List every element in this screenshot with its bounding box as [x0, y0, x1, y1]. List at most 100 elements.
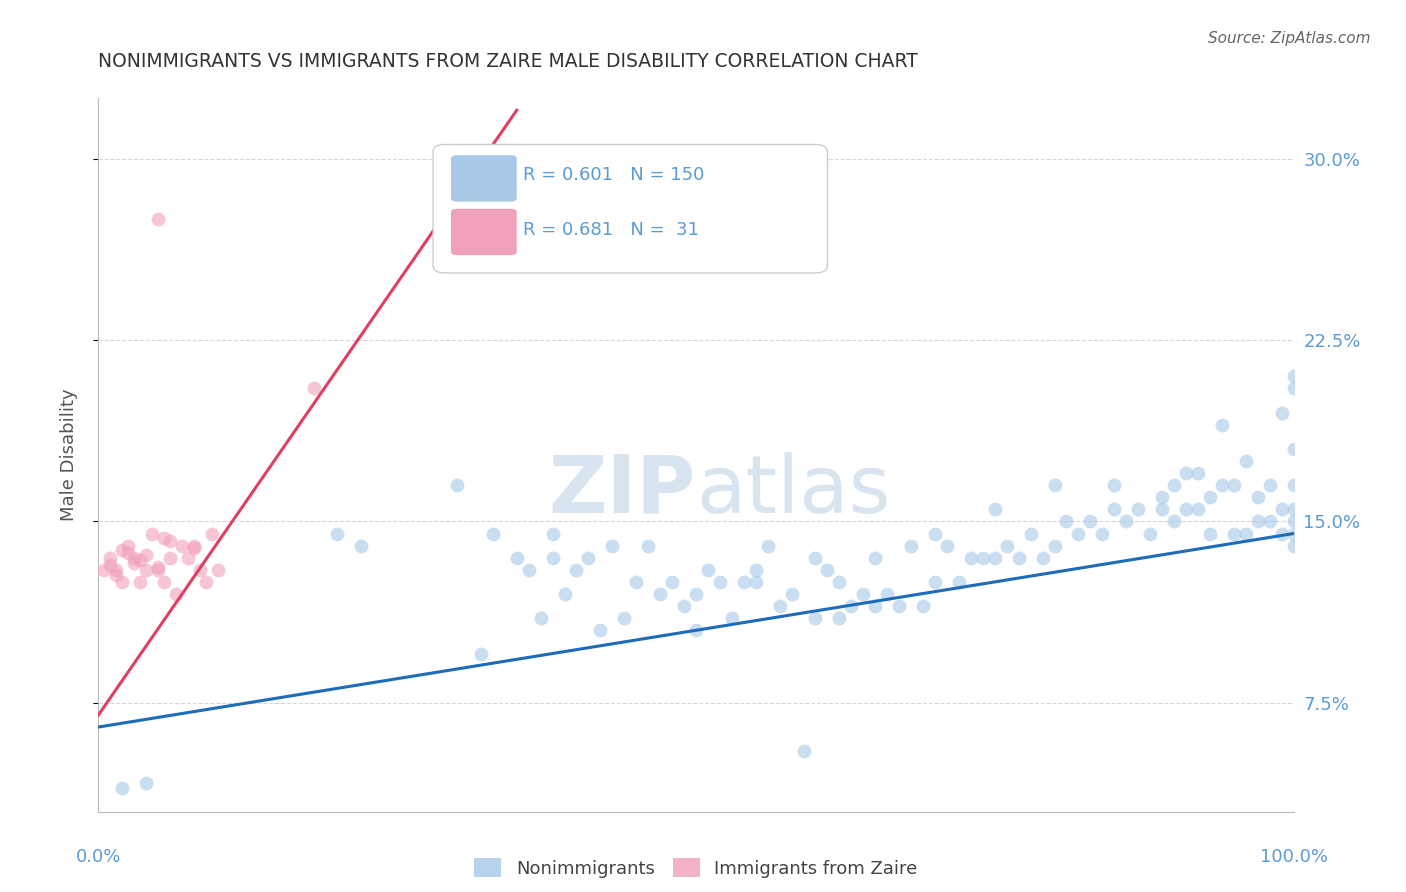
Point — [1150, 502, 1173, 516]
Point — [554, 587, 576, 601]
FancyBboxPatch shape — [433, 145, 827, 273]
Point — [863, 599, 887, 613]
Point — [117, 546, 139, 560]
Point — [1032, 550, 1054, 565]
Point — [1282, 369, 1305, 384]
Point — [602, 539, 624, 553]
Point — [1128, 502, 1150, 516]
Point — [876, 587, 898, 601]
Point — [1080, 515, 1102, 529]
Point — [111, 574, 134, 589]
FancyBboxPatch shape — [451, 155, 517, 202]
Point — [637, 539, 659, 553]
Point — [1007, 550, 1029, 565]
Point — [948, 574, 970, 589]
Point — [1234, 526, 1257, 541]
Point — [626, 574, 648, 589]
Point — [1163, 478, 1185, 492]
Point — [1282, 381, 1305, 395]
Point — [1282, 539, 1305, 553]
Point — [1175, 466, 1198, 480]
Point — [984, 502, 1007, 516]
Point — [589, 624, 612, 638]
Point — [541, 550, 564, 565]
Point — [828, 611, 851, 625]
Point — [1282, 502, 1305, 516]
Point — [924, 574, 946, 589]
Point — [1211, 417, 1233, 432]
Point — [159, 550, 181, 565]
Point — [529, 611, 551, 625]
Point — [673, 599, 696, 613]
Point — [1211, 478, 1233, 492]
Point — [1043, 478, 1066, 492]
Point — [1091, 526, 1114, 541]
Point — [1271, 406, 1294, 420]
Point — [852, 587, 875, 601]
Text: ZIP: ZIP — [548, 451, 696, 530]
Point — [541, 526, 564, 541]
Point — [1198, 526, 1220, 541]
Point — [141, 526, 163, 541]
Point — [576, 550, 599, 565]
Point — [815, 563, 838, 577]
Point — [350, 539, 373, 553]
Point — [1187, 502, 1209, 516]
Point — [470, 648, 492, 662]
Point — [105, 563, 128, 577]
Point — [302, 381, 325, 395]
Point — [1258, 515, 1281, 529]
Point — [1282, 442, 1305, 456]
Text: R = 0.681   N =  31: R = 0.681 N = 31 — [523, 221, 699, 239]
Point — [326, 526, 349, 541]
Point — [661, 574, 683, 589]
Point — [1282, 515, 1305, 529]
Point — [1043, 539, 1066, 553]
Point — [924, 526, 946, 541]
Point — [1234, 454, 1257, 468]
Point — [135, 563, 157, 577]
Point — [1222, 478, 1246, 492]
Point — [105, 567, 128, 582]
Point — [446, 478, 468, 492]
Text: atlas: atlas — [696, 451, 890, 530]
Point — [153, 532, 176, 546]
Legend: Nonimmigrants, Immigrants from Zaire: Nonimmigrants, Immigrants from Zaire — [467, 851, 925, 885]
Point — [936, 539, 959, 553]
Point — [148, 563, 170, 577]
Point — [565, 563, 588, 577]
Point — [124, 556, 146, 570]
Point — [1246, 515, 1268, 529]
Point — [733, 574, 755, 589]
Point — [685, 624, 707, 638]
FancyBboxPatch shape — [451, 209, 517, 255]
Point — [780, 587, 803, 601]
Point — [745, 563, 768, 577]
Point — [172, 539, 194, 553]
Point — [1019, 526, 1042, 541]
Point — [685, 587, 707, 601]
Text: R = 0.601   N = 150: R = 0.601 N = 150 — [523, 166, 704, 184]
Point — [720, 611, 742, 625]
Point — [804, 550, 827, 565]
Point — [911, 599, 934, 613]
Point — [959, 550, 981, 565]
Point — [1271, 502, 1294, 516]
Y-axis label: Male Disability: Male Disability — [59, 389, 77, 521]
Point — [1054, 515, 1078, 529]
Point — [1187, 466, 1209, 480]
Point — [148, 560, 170, 574]
Point — [804, 611, 827, 625]
Point — [841, 599, 863, 613]
Point — [98, 558, 122, 572]
Point — [188, 563, 211, 577]
Point — [768, 599, 790, 613]
Point — [165, 587, 187, 601]
Point — [1139, 526, 1161, 541]
Text: 100.0%: 100.0% — [1260, 848, 1327, 866]
Text: Source: ZipAtlas.com: Source: ZipAtlas.com — [1208, 31, 1371, 46]
Point — [207, 563, 229, 577]
Point — [183, 541, 205, 555]
Point — [1198, 490, 1220, 504]
Point — [793, 744, 815, 758]
